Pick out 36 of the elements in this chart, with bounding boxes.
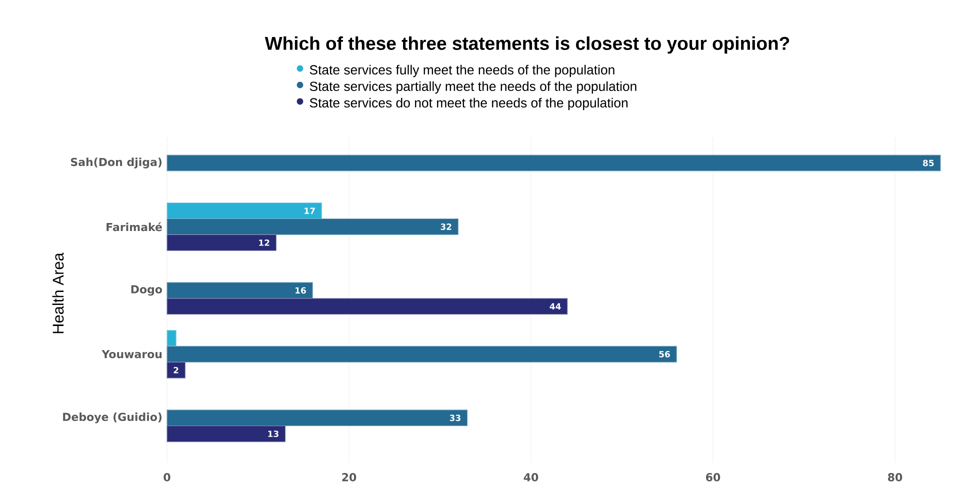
chart-title: Which of these three statements is closest to your opinion? <box>264 36 790 54</box>
bar <box>166 330 176 347</box>
x-tick-label: 80 <box>888 473 902 482</box>
data-label: 56 <box>659 350 670 358</box>
y-tick-label: Farimaké <box>106 222 162 232</box>
bar <box>166 282 313 299</box>
legend-label: State services partially meet the needs of the population <box>310 81 636 94</box>
y-axis-title: Health Area <box>52 252 64 334</box>
bar <box>166 154 941 172</box>
data-label: 13 <box>268 430 278 438</box>
y-tick-label: Youwarou <box>102 350 162 358</box>
data-label: 85 <box>922 160 934 166</box>
bar <box>166 362 186 378</box>
x-tick-label: 0 <box>164 473 170 482</box>
data-label: 16 <box>296 287 306 294</box>
bar <box>166 426 286 442</box>
data-label: 17 <box>304 208 315 214</box>
data-label: 44 <box>550 303 561 310</box>
bar <box>166 410 468 426</box>
data-label: 2 <box>174 366 178 374</box>
bar <box>166 218 458 235</box>
y-tick-label: Dogo <box>131 285 162 296</box>
bar <box>166 346 677 362</box>
data-label: 12 <box>259 240 270 246</box>
data-label: 32 <box>440 224 452 230</box>
bar <box>166 298 568 315</box>
y-tick-label: Deboye (Guidio) <box>63 412 162 424</box>
x-tick-label: 60 <box>706 473 720 482</box>
legend-label: State services do not meet the needs of the population <box>310 98 628 110</box>
legend-label: State services fully meet the needs of the population <box>310 64 614 78</box>
data-label: 33 <box>450 414 460 422</box>
x-tick-label: 20 <box>342 473 356 482</box>
bar <box>166 234 276 251</box>
y-tick-label: Sah(Don djiga) <box>70 158 162 168</box>
bar <box>166 202 322 220</box>
x-tick-label: 40 <box>524 473 538 482</box>
